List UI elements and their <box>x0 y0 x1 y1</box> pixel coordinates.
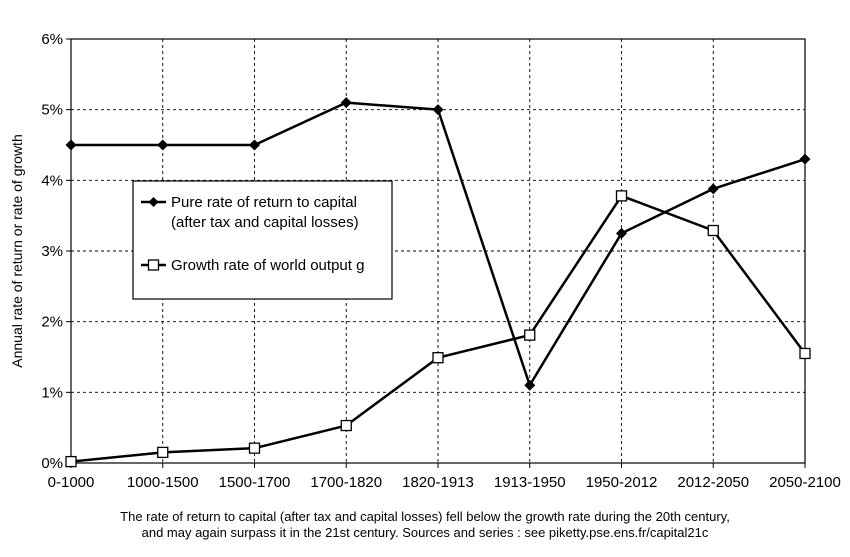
legend-marker-square <box>147 259 160 271</box>
data-point-return <box>524 379 536 391</box>
data-point-return <box>340 97 352 109</box>
x-tick-label: 1000-1500 <box>127 474 199 491</box>
data-point-growth <box>615 190 628 202</box>
legend-label-return-line2: (after tax and capital losses) <box>171 214 359 231</box>
data-point-growth <box>157 446 169 459</box>
y-tick-label: 4% <box>41 172 63 189</box>
data-point-return <box>799 153 811 165</box>
y-tick-label: 0% <box>41 455 63 472</box>
data-point-growth <box>799 347 811 360</box>
x-tick-label: 1500-1700 <box>219 474 291 491</box>
x-tick-label: 1950-2012 <box>586 474 658 491</box>
data-point-growth <box>65 455 77 468</box>
y-tick-label: 6% <box>41 31 63 48</box>
y-axis-label: Annual rate of return or rate of growth <box>9 134 25 367</box>
x-tick-label: 1820-1913 <box>402 474 474 491</box>
data-point-growth <box>524 329 536 341</box>
data-point-return <box>249 139 260 151</box>
y-tick-label: 2% <box>41 314 63 331</box>
x-tick-label: 0-1000 <box>48 474 95 491</box>
legend-box <box>132 180 393 300</box>
x-tick-label: 2050-2100 <box>769 474 841 491</box>
series-group <box>65 97 811 468</box>
x-axis-tick-labels: 0-1000 1000-1500 1500-1700 1700-1820 1820-19… <box>48 463 841 491</box>
data-point-growth <box>340 419 352 432</box>
footnote-line-1: The rate of return to capital (after tax… <box>120 509 730 524</box>
y-axis-tick-labels: 0% 1% 2% 3% 4% 5% 6% <box>41 31 71 472</box>
x-tick-label: 1913-1950 <box>494 474 566 491</box>
legend-label-return-line1: Pure rate of return to capital <box>171 194 357 211</box>
chart-footnote: The rate of return to capital (after tax… <box>0 509 850 541</box>
data-point-growth <box>248 442 261 454</box>
x-tick-label: 2012-2050 <box>677 474 749 491</box>
data-point-return <box>157 139 169 151</box>
legend-marker-diamond <box>148 197 159 207</box>
data-point-return <box>616 227 627 239</box>
data-point-growth <box>432 352 444 364</box>
y-tick-label: 5% <box>41 102 63 119</box>
x-tick-label: 1700-1820 <box>310 474 382 491</box>
data-point-return <box>432 104 444 116</box>
y-tick-label: 1% <box>41 384 63 401</box>
y-tick-label: 3% <box>41 243 63 260</box>
footnote-line-2: and may again surpass it in the 21st cen… <box>141 525 709 540</box>
legend: Pure rate of return to capital (after ta… <box>132 180 393 300</box>
legend-label-growth: Growth rate of world output g <box>171 257 364 274</box>
data-point-growth <box>707 224 719 237</box>
data-point-return <box>707 183 719 195</box>
data-point-return <box>65 139 77 151</box>
